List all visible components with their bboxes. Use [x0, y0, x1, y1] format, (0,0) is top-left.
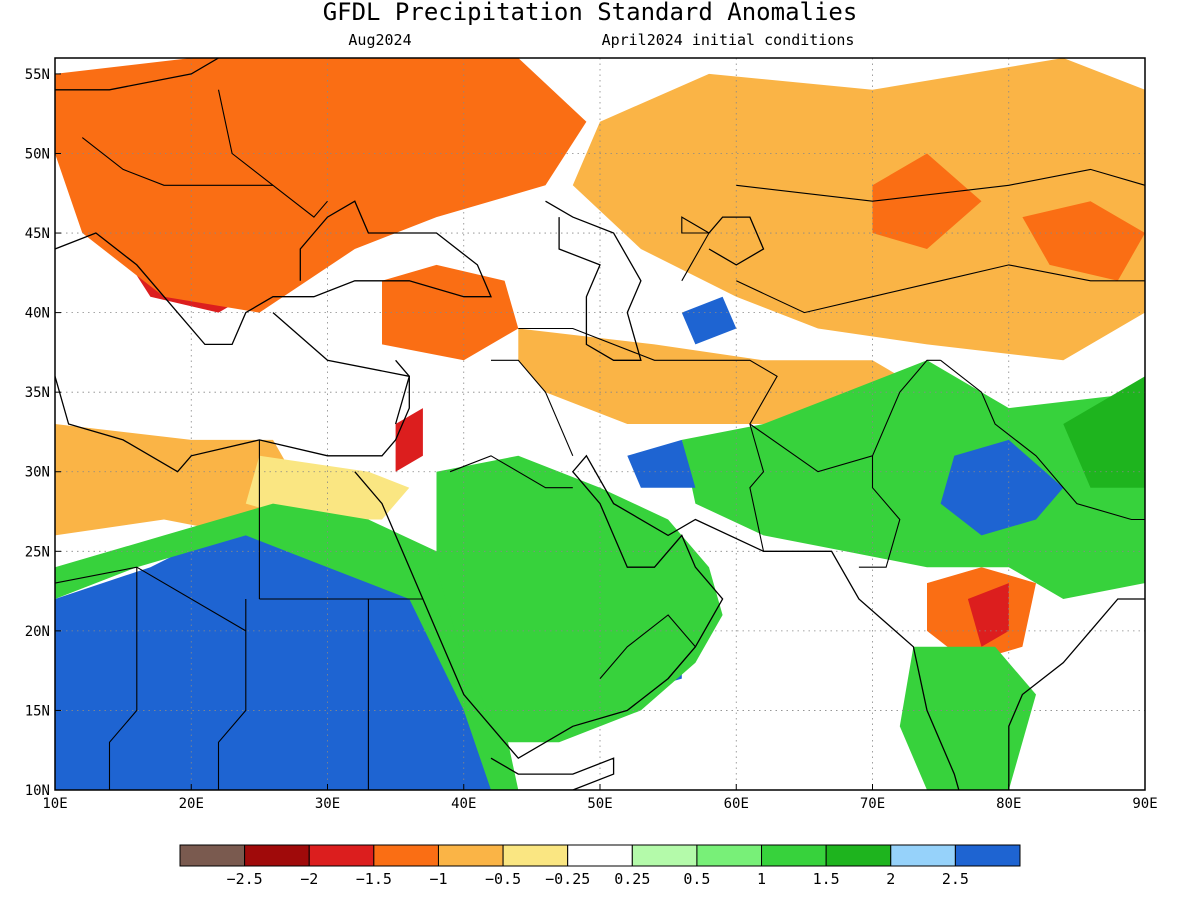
coastline-2: [55, 312, 410, 473]
x-tick-label-80: 80E: [996, 796, 1021, 812]
anomaly-region-north-india-wet-core: [940, 439, 1064, 536]
legend-label-2: −1.5: [356, 870, 392, 888]
legend-label-5: −0.25: [545, 870, 590, 888]
border-8: [518, 327, 778, 552]
coastline-0: [55, 58, 219, 91]
x-tick-label-40: 40E: [451, 796, 476, 812]
border-6: [449, 455, 573, 489]
legend-label-8: 1: [757, 870, 766, 888]
border-10: [749, 359, 941, 473]
y-tick-label-10: 10N: [25, 783, 50, 799]
anomaly-region-south-india-margin: [899, 646, 1036, 790]
y-tick-label-35: 35N: [25, 385, 50, 401]
anomaly-region-kazakhstan-moderate: [872, 153, 982, 249]
anomaly-region-iran-afghanistan-dry: [518, 328, 927, 424]
coastline-5: [545, 200, 642, 361]
coastline-7: [394, 359, 411, 425]
initial-conditions: April2024 initial conditions: [602, 31, 855, 49]
border-0: [217, 599, 247, 790]
x-tick-label-70: 70E: [860, 796, 885, 812]
legend-label-0: −2.5: [227, 870, 263, 888]
legend-swatch-0: [179, 844, 246, 867]
border-9: [681, 216, 710, 282]
coastline-8: [490, 757, 615, 790]
anomaly-region-kazakhstan-dry: [572, 58, 1145, 361]
legend-swatch-7: [631, 844, 698, 867]
anomaly-fill-layer: [55, 58, 1145, 790]
legend-swatch-2: [308, 844, 375, 867]
gridlines: [55, 58, 1145, 790]
border-12: [599, 614, 697, 679]
coastline-6: [708, 216, 765, 266]
color-legend: −2.5 −2 −1.5 −1 −0.5 −0.25 0.25 0.5 1 1.5 2 2.5: [179, 844, 1021, 888]
anomaly-region-east-kazakhstan-moderate: [1022, 201, 1145, 281]
legend-swatch-3: [373, 844, 439, 867]
anomaly-region-arabia-wet-margin: [436, 455, 723, 743]
x-tick-label-30: 30E: [315, 796, 340, 812]
border-4: [108, 567, 138, 790]
x-tick-label-50: 50E: [587, 796, 612, 812]
border-13: [940, 359, 1145, 521]
coastline-3: [354, 454, 960, 790]
legend-label-1: −2: [300, 870, 318, 888]
y-tick-label-15: 15N: [25, 703, 50, 719]
forecast-month: Aug2024: [348, 31, 411, 49]
x-tick-label-10: 10E: [42, 796, 67, 812]
legend-label-6: 0.25: [614, 870, 650, 888]
x-tick-label-20: 20E: [179, 796, 204, 812]
country-borders: [55, 89, 1145, 790]
x-tick-label-60: 60E: [724, 796, 749, 812]
legend-swatch-9: [761, 844, 827, 867]
legend-swatch-10: [825, 844, 892, 867]
legend-label-4: −0.5: [485, 870, 521, 888]
legend-swatch-5: [502, 844, 569, 867]
anomaly-region-iran-pakistan-wet: [681, 360, 1145, 599]
y-tick-label-20: 20N: [25, 624, 50, 640]
legend-swatch-11: [890, 844, 956, 867]
y-tick-label-30: 30N: [25, 465, 50, 481]
legend-swatch-1: [244, 844, 310, 867]
legend-swatch-8: [696, 844, 763, 867]
border-17: [81, 137, 273, 186]
coastlines: [55, 58, 1145, 790]
anomaly-region-turkmen-wet-spot: [681, 296, 737, 345]
y-tick-label-50: 50N: [25, 146, 50, 162]
border-7: [491, 359, 574, 457]
anomaly-region-sahel-wet-margin: [55, 503, 519, 790]
longitude-axis: 10E 20E 30E 40E 50E 60E 70E 80E 90E: [42, 784, 1158, 812]
border-14: [736, 168, 1145, 202]
legend-label-3: −1: [429, 870, 447, 888]
legend-label-11: 2.5: [942, 870, 969, 888]
y-tick-label-40: 40N: [25, 306, 50, 322]
latitude-axis: 55N 50N 45N 40N 35N 30N 25N 20N 15N 10N: [25, 67, 61, 799]
anomaly-region-europe-russia-dry: [55, 58, 587, 313]
legend-swatch-12: [954, 844, 1021, 867]
chart-title: GFDL Precipitation Standard Anomalies: [323, 0, 858, 26]
border-11: [858, 455, 901, 568]
anomaly-region-iran-wet-spot: [627, 439, 696, 488]
anomaly-region-north-africa-dry: [55, 424, 301, 536]
anomaly-region-tibet-wet: [1063, 376, 1145, 488]
legend-label-10: 2: [886, 870, 895, 888]
coastline-1: [55, 200, 492, 346]
legend-label-9: 1.5: [813, 870, 840, 888]
legend-swatch-4: [437, 844, 504, 867]
anomaly-region-india-dry-core: [967, 583, 1009, 647]
anomaly-region-caucasus-dry: [382, 264, 519, 361]
y-tick-label-25: 25N: [25, 544, 50, 560]
y-tick-label-45: 45N: [25, 226, 50, 242]
legend-swatch-6: [567, 844, 633, 867]
coastline-4: [1008, 598, 1145, 790]
x-tick-label-90: 90E: [1132, 796, 1157, 812]
legend-label-7: 0.5: [683, 870, 710, 888]
border-15: [736, 264, 1145, 314]
y-tick-label-55: 55N: [25, 67, 50, 83]
